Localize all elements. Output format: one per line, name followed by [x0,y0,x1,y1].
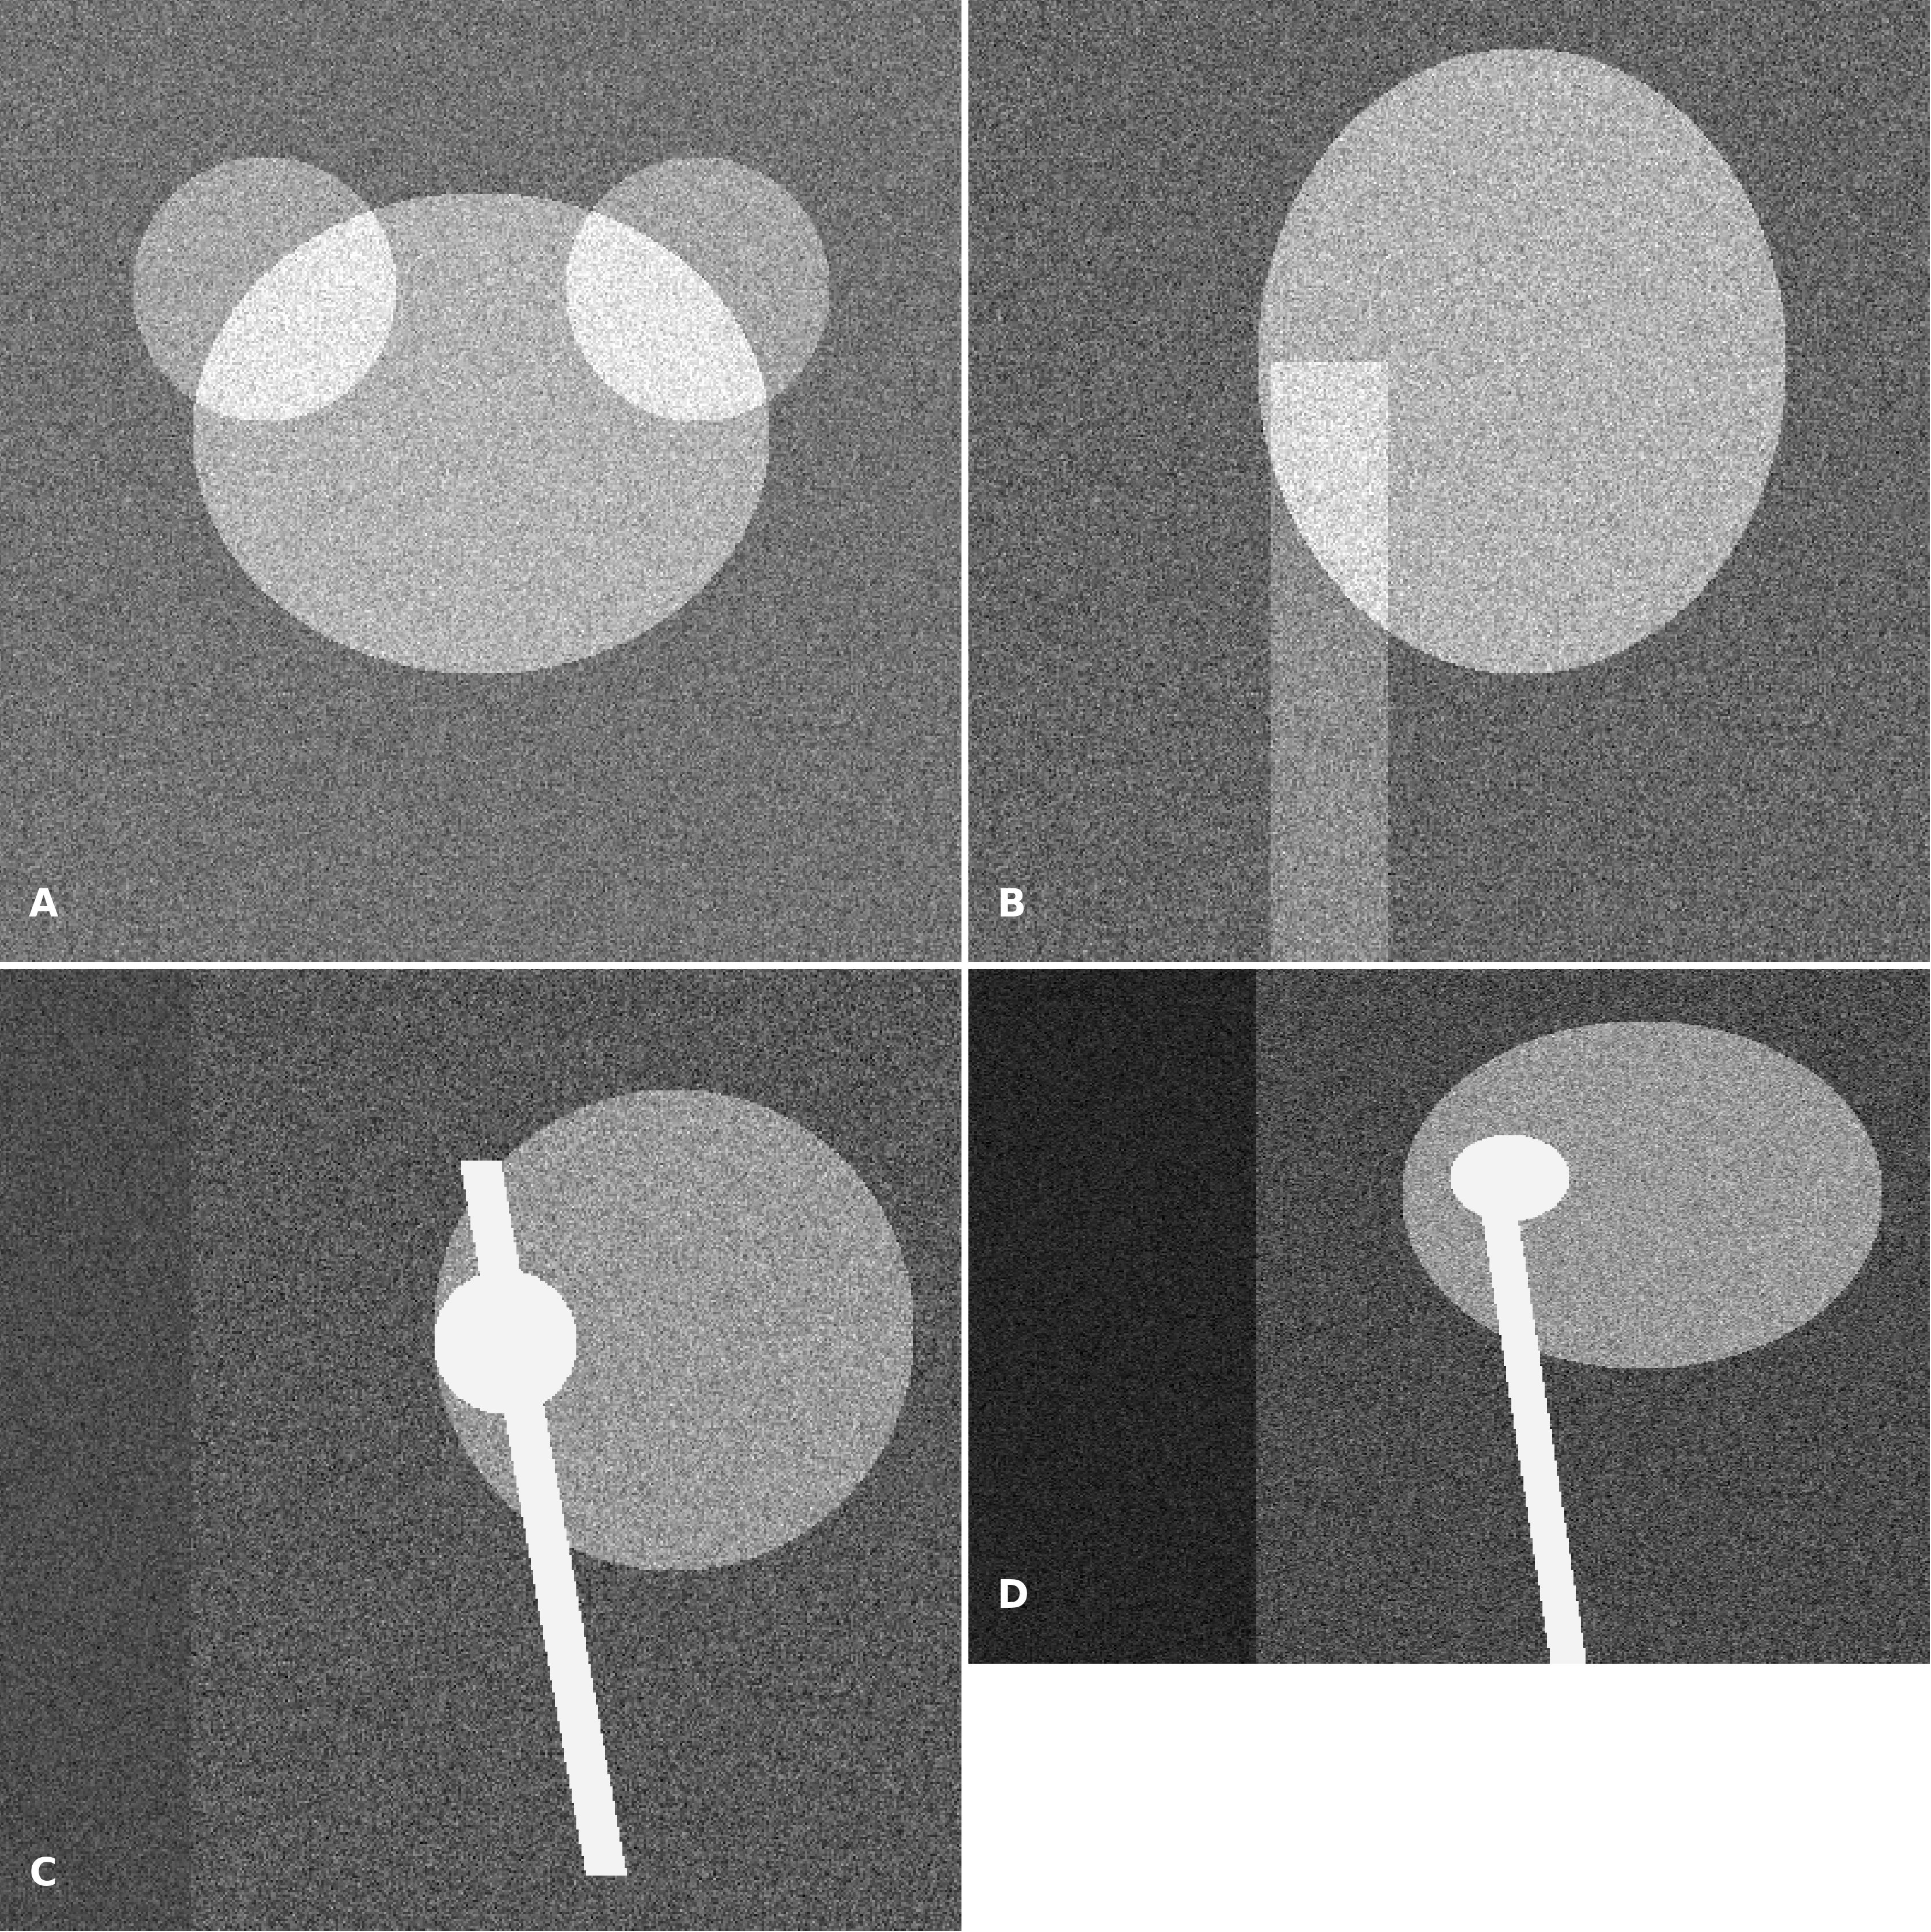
Text: C: C [29,1855,58,1893]
Text: B: B [996,887,1027,925]
Text: A: A [29,887,58,925]
Text: D: D [996,1578,1029,1615]
